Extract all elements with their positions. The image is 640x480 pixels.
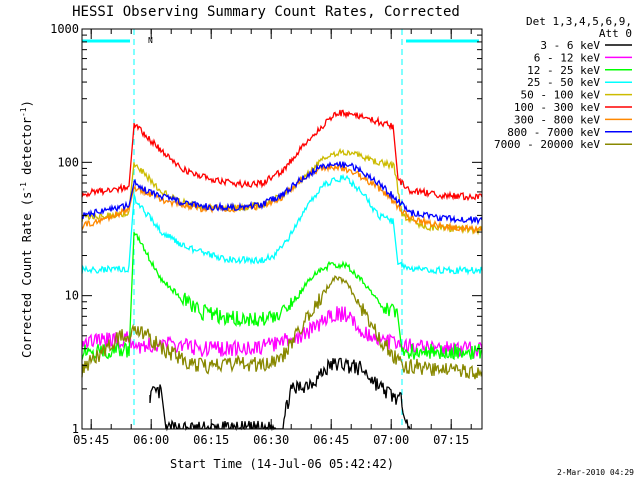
y-axis-label-mid: detector [20,117,34,182]
series-line [81,173,483,276]
legend-entry-label: 800 - 7000 keV [507,126,600,139]
legend-entry-label: 300 - 800 keV [514,113,600,126]
x-tick-label: 06:30 [253,433,289,447]
y-axis-label-sup1: -1 [19,182,28,192]
legend-entry-label: 12 - 25 keV [527,64,600,77]
legend-header-line1: Det 1,3,4,5,6,9, [526,15,632,28]
y-axis-label-end: ) [20,100,34,107]
x-tick-label: 05:45 [73,433,109,447]
legend-header-line2: Att 0 [599,27,632,40]
series-line [81,163,483,235]
x-tick-label: 06:15 [193,433,229,447]
x-axis-label: Start Time (14-Jul-06 05:42:42) [170,457,394,471]
x-tick-label: 06:45 [313,433,349,447]
y-axis-label-main: Corrected Count Rate (s [20,192,34,358]
flag-label: N [148,36,153,45]
x-tick-label: 07:15 [433,433,469,447]
y-tick-label: 1 [72,422,79,436]
plot-area: N 05:45 06:00 06:15 06:30 06:45 07:00 07:15 1 10… [50,22,483,447]
y-tick-label: 100 [57,155,79,169]
y-axis-label: Corrected Count Rate (s-1 detector-1) [19,100,34,358]
series-line [81,306,483,359]
x-tick-label: 07:00 [373,433,409,447]
ticks-layer: 05:45 06:00 06:15 06:30 06:45 07:00 07:15 1 10 10… [50,22,482,447]
y-tick-label: 10 [65,289,79,303]
plot-frame [81,28,483,430]
legend-entry-label: 7000 - 20000 keV [494,138,600,151]
y-axis-label-sup2: -1 [19,107,28,117]
y-tick-label: 1000 [50,22,79,36]
legend-entry-label: 6 - 12 keV [534,51,601,64]
legend-entry-label: 50 - 100 keV [521,89,601,102]
series-line [81,109,483,202]
series-line [81,161,483,226]
series-layer: N [81,29,483,432]
x-tick-label: 06:00 [133,433,169,447]
series-line [81,275,483,380]
legend-entry-label: 25 - 50 keV [527,76,600,89]
chart-title: HESSI Observing Summary Count Rates, Cor… [72,4,460,20]
legend-entry-label: 3 - 6 keV [540,39,600,52]
legend-entry-label: 100 - 300 keV [514,101,600,114]
timestamp: 2-Mar-2010 04:29 [557,468,634,477]
series-line [81,232,483,362]
